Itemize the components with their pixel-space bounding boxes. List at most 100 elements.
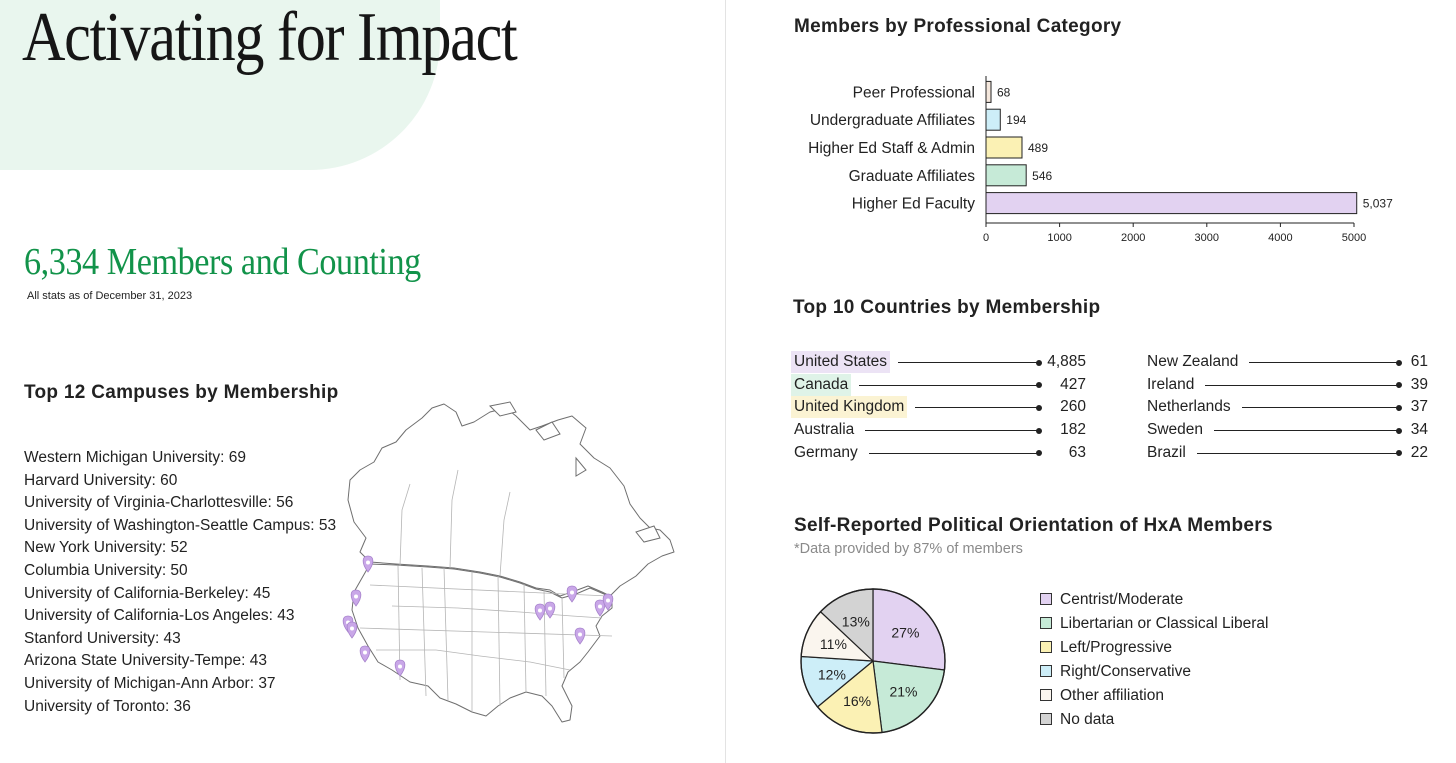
campus-item: University of California-Los Angeles: 43 xyxy=(24,607,295,625)
country-name: United Kingdom xyxy=(791,396,908,419)
country-row: Canada 427 xyxy=(791,373,1086,396)
bar xyxy=(985,164,1027,187)
bar xyxy=(985,108,1001,131)
country-value: 427 xyxy=(1060,375,1086,393)
professional-category-title: Members by Professional Category xyxy=(794,16,1122,37)
country-name: Germany xyxy=(794,443,858,461)
campus-item: University of Washington-Seattle Campus:… xyxy=(24,516,337,534)
x-tick-label: 2000 xyxy=(1121,232,1145,244)
legend-item: Right/Conservative xyxy=(1040,660,1269,684)
country-value: 39 xyxy=(1410,375,1428,393)
country-leader-dot xyxy=(1036,450,1042,457)
canadian-islands xyxy=(488,401,661,543)
title-background-shape xyxy=(0,0,440,170)
country-value: 37 xyxy=(1410,398,1428,416)
campus-item: University of Virginia-Charlottesville: … xyxy=(24,494,294,512)
x-tick-label: 4000 xyxy=(1268,232,1292,244)
bar xyxy=(985,136,1023,159)
political-subtitle: *Data provided by 87% of members xyxy=(794,541,1023,557)
bar-category-label: Undergraduate Affiliates xyxy=(810,112,975,129)
campus-pin-dot xyxy=(363,650,367,655)
country-value: 34 xyxy=(1410,421,1428,439)
legend-label: Libertarian or Classical Liberal xyxy=(1060,615,1269,632)
pie-legend: Centrist/Moderate Libertarian or Classica… xyxy=(1040,588,1269,732)
bar-category-label: Graduate Affiliates xyxy=(849,168,976,185)
pie-slice-label: 16% xyxy=(843,693,871,709)
country-row: Australia 182 xyxy=(791,419,1086,441)
country-row: Sweden 34 xyxy=(1144,419,1428,441)
campus-pin-dot xyxy=(354,594,358,599)
pie-outline xyxy=(800,588,946,734)
legend-item: Other affiliation xyxy=(1040,684,1269,708)
country-value: 182 xyxy=(1060,421,1086,439)
campus-pin-dot xyxy=(366,560,370,565)
country-value: 260 xyxy=(1060,398,1086,416)
campus-item: New York University: 52 xyxy=(24,539,188,557)
campus-item: Stanford University: 43 xyxy=(24,629,181,647)
bar-value-label: 68 xyxy=(997,85,1011,99)
country-name: Brazil xyxy=(1147,443,1186,461)
legend-swatch xyxy=(1040,617,1052,629)
country-leader-dot xyxy=(1036,359,1042,366)
country-name: Ireland xyxy=(1147,375,1195,393)
bar xyxy=(985,192,1358,215)
campus-pin-dot xyxy=(570,590,574,595)
country-leader-line xyxy=(1241,407,1399,409)
x-tick-label: 1000 xyxy=(1047,232,1071,244)
country-leader-line xyxy=(915,407,1039,409)
country-leader-dot xyxy=(1036,382,1042,389)
country-row: Brazil 22 xyxy=(1144,442,1428,464)
north-america-map xyxy=(342,401,675,723)
country-leader-line xyxy=(868,452,1039,454)
pie-slice-label: 27% xyxy=(891,624,919,640)
country-leader-line xyxy=(865,430,1039,432)
legend-swatch xyxy=(1040,665,1052,677)
legend-swatch xyxy=(1040,689,1052,701)
country-name: Canada xyxy=(791,373,852,396)
bar-value-label: 546 xyxy=(1032,169,1052,183)
country-name: United States xyxy=(791,351,891,373)
x-tick-label: 0 xyxy=(983,232,989,244)
campus-pin-dot xyxy=(598,604,602,609)
campus-item: Arizona State University-Tempe: 43 xyxy=(24,652,267,670)
country-leader-dot xyxy=(1036,404,1042,411)
campus-item: Columbia University: 50 xyxy=(24,561,188,579)
campuses-title: Top 12 Campuses by Membership xyxy=(24,382,339,403)
legend-label: Right/Conservative xyxy=(1060,663,1191,680)
country-leader-line xyxy=(1249,362,1399,363)
campus-pin-group xyxy=(342,555,614,677)
campus-pin-dot xyxy=(578,632,582,637)
country-leader-line xyxy=(1196,452,1399,454)
campus-pin-dot xyxy=(350,626,354,631)
x-tick-label: 3000 xyxy=(1195,232,1219,244)
legend-swatch xyxy=(1040,641,1052,653)
campus-pin-dot xyxy=(398,664,402,669)
country-leader-line xyxy=(898,362,1039,363)
country-leader-line xyxy=(859,384,1039,386)
pie-slice-label: 21% xyxy=(889,684,917,700)
country-row: United States 4,885 xyxy=(791,351,1086,373)
country-value: 61 xyxy=(1410,353,1428,370)
country-name: Netherlands xyxy=(1147,398,1231,416)
bar-value-label: 5,037 xyxy=(1363,197,1393,211)
legend-item: No data xyxy=(1040,708,1269,732)
campus-item: Western Michigan University: 69 xyxy=(24,449,246,466)
legend-swatch xyxy=(1040,593,1052,605)
country-leader-dot xyxy=(1036,427,1042,434)
country-leader-dot xyxy=(1396,404,1402,411)
country-value: 4,885 xyxy=(1047,353,1086,370)
country-name: New Zealand xyxy=(1147,353,1239,370)
legend-item: Libertarian or Classical Liberal xyxy=(1040,612,1269,636)
canada-outline xyxy=(347,403,675,597)
legend-label: Centrist/Moderate xyxy=(1060,591,1184,608)
countries-title: Top 10 Countries by Membership xyxy=(793,297,1101,318)
campus-list: Western Michigan University: 69 Harvard U… xyxy=(24,447,336,718)
professional-category-bar-chart: Peer Professional 68 Undergraduate Affilia… xyxy=(808,76,1393,244)
country-row: United Kingdom 260 xyxy=(791,396,1086,419)
x-tick-label: 5000 xyxy=(1342,232,1366,244)
bar xyxy=(985,80,992,103)
legend-item: Left/Progressive xyxy=(1040,636,1269,660)
country-name: Sweden xyxy=(1147,421,1204,439)
country-leader-dot xyxy=(1396,427,1402,434)
country-row: New Zealand 61 xyxy=(1144,351,1428,373)
